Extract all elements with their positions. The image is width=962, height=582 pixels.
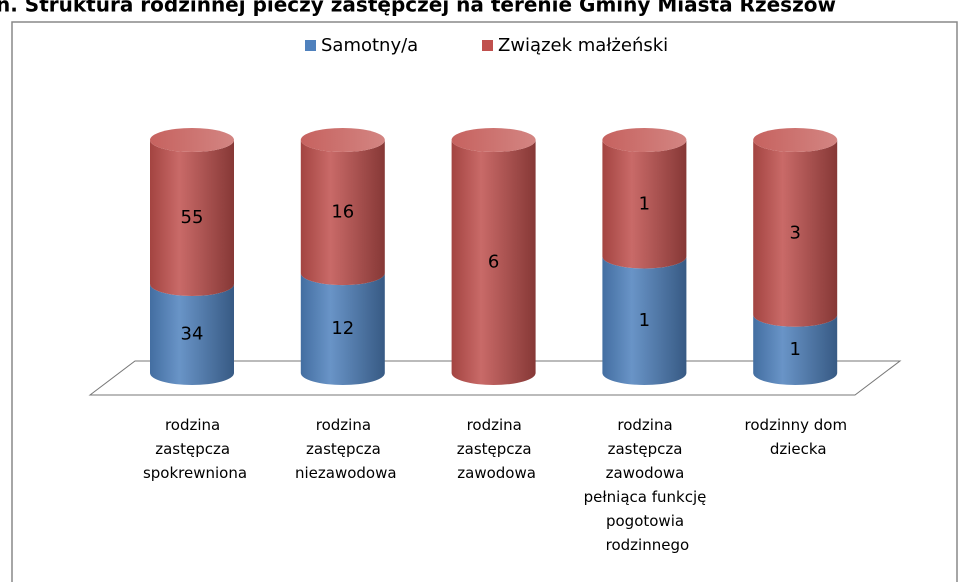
bar-segment xyxy=(451,140,536,385)
x-tick-line: pełniąca funkcję xyxy=(584,488,711,506)
x-tick-label: rodzinny dom dziecka xyxy=(745,416,852,458)
x-tick-line: rodzina xyxy=(165,416,225,434)
data-label: 6 xyxy=(488,252,499,273)
bar-top xyxy=(300,128,385,152)
x-tick-line: dziecka xyxy=(770,440,827,458)
x-tick-line: zawodowa xyxy=(457,464,536,482)
x-tick-line: rodzina xyxy=(467,416,527,434)
data-label: 3 xyxy=(789,222,800,243)
x-tick-line: pogotowia xyxy=(606,512,689,530)
data-label: 16 xyxy=(331,202,354,223)
legend-swatch xyxy=(482,40,493,51)
legend-label: Związek małżeński xyxy=(498,35,668,56)
bar-segment xyxy=(753,314,838,386)
bar-segment xyxy=(300,273,385,385)
x-tick-line: rodzinnego xyxy=(606,536,690,554)
data-label: 1 xyxy=(639,193,650,214)
bar-segment xyxy=(150,283,235,385)
data-label: 1 xyxy=(789,339,800,360)
x-tick-line: zawodowa xyxy=(606,464,689,482)
bar-segment xyxy=(300,140,385,286)
x-tick-line: niezawodowa xyxy=(295,464,397,482)
bar-top xyxy=(150,128,234,152)
data-label: 1 xyxy=(639,310,650,331)
x-tick-label: rodzina zastępcza zawodowa pełniąca funk… xyxy=(584,416,711,554)
bar-segment xyxy=(753,140,838,327)
x-tick-line: rodzina xyxy=(316,416,376,434)
x-tick-label: rodzina zastępcza niezawodowa xyxy=(295,416,397,482)
chart-title: n. Struktura rodzinnej pieczy zastępczej… xyxy=(0,0,836,17)
data-label: 12 xyxy=(331,318,354,339)
x-tick-line: rodzinny dom xyxy=(745,416,852,434)
x-tick-label: rodzina zastępcza spokrewniona xyxy=(143,416,247,482)
data-label: 55 xyxy=(181,207,204,228)
legend-label: Samotny/a xyxy=(321,35,418,56)
bar-segment xyxy=(602,140,687,269)
x-tick-line: zastępcza xyxy=(155,440,235,458)
bar-segment xyxy=(150,140,234,296)
x-tick-label: rodzina zastępcza zawodowa xyxy=(457,416,537,482)
x-tick-line: spokrewniona xyxy=(143,464,247,482)
legend-swatch xyxy=(305,40,316,51)
x-tick-line: zastępcza xyxy=(457,440,537,458)
x-tick-line: zastępcza xyxy=(306,440,386,458)
bar-top xyxy=(451,128,536,152)
bar-top xyxy=(753,128,838,152)
bar-top xyxy=(602,128,687,152)
bar-segment xyxy=(602,256,687,385)
x-tick-line: zastępcza xyxy=(608,440,688,458)
data-label: 34 xyxy=(181,323,204,344)
x-tick-line: rodzina xyxy=(617,416,677,434)
